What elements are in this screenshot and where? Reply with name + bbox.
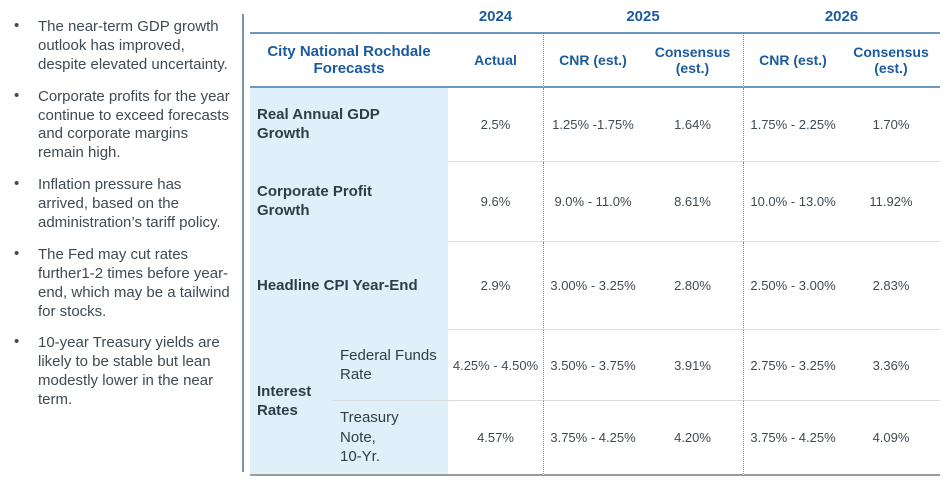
treasury-consensus-2025: 4.20% bbox=[642, 401, 743, 476]
ffr-cnr-2025: 3.50% - 3.75% bbox=[543, 330, 642, 401]
vertical-divider bbox=[242, 14, 244, 472]
row-label-gdp-growth: Real Annual GDP Growth bbox=[250, 88, 448, 162]
profit-consensus-2026: 11.92% bbox=[842, 162, 940, 242]
table-title: City National Rochdale Forecasts bbox=[250, 32, 448, 88]
bullet-treasury-yields: 10-year Treasury yields are likely to be… bbox=[12, 333, 234, 410]
commentary-bullet-list: The near-term GDP growth outlook has imp… bbox=[0, 12, 240, 423]
treasury-cnr-2025: 3.75% - 4.25% bbox=[543, 401, 642, 476]
column-header-consensus-2025: Consensus (est.) bbox=[642, 32, 743, 88]
row-label-headline-cpi: Headline CPI Year-End bbox=[250, 242, 448, 330]
cpi-consensus-2026: 2.83% bbox=[842, 242, 940, 330]
bullet-fed-rate-cuts: The Fed may cut rates further1-2 times b… bbox=[12, 245, 234, 322]
year-header-2025: 2025 bbox=[626, 7, 660, 25]
treasury-cnr-2026: 3.75% - 4.25% bbox=[743, 401, 842, 476]
gdp-consensus-2026: 1.70% bbox=[842, 88, 940, 162]
forecast-table: 2024 2025 2026 City National Rochdale Fo… bbox=[250, 0, 940, 476]
year-header-2026: 2026 bbox=[824, 7, 859, 25]
year-row-spacer bbox=[250, 0, 448, 32]
gdp-cnr-2026: 1.75% - 2.25% bbox=[743, 88, 842, 162]
ffr-consensus-2025: 3.91% bbox=[642, 330, 743, 401]
bullet-inflation-tariff: Inflation pressure has arrived, based on… bbox=[12, 175, 234, 233]
row-label-corporate-profit: Corporate Profit Growth bbox=[250, 162, 448, 242]
gdp-cnr-2025: 1.25% -1.75% bbox=[543, 88, 642, 162]
gdp-consensus-2025: 1.64% bbox=[642, 88, 743, 162]
cpi-actual-2024: 2.9% bbox=[448, 242, 543, 330]
row-label-federal-funds-rate: Federal Funds Rate bbox=[332, 330, 448, 401]
column-header-consensus-2026: Consensus (est.) bbox=[842, 32, 940, 88]
profit-actual-2024: 9.6% bbox=[448, 162, 543, 242]
profit-cnr-2025: 9.0% - 11.0% bbox=[543, 162, 642, 242]
ffr-consensus-2026: 3.36% bbox=[842, 330, 940, 401]
row-label-treasury-note: Treasury Note, 10-Yr. bbox=[332, 401, 448, 476]
column-header-actual: Actual bbox=[448, 32, 543, 88]
year-header-2024: 2024 bbox=[478, 7, 513, 25]
gdp-actual-2024: 2.5% bbox=[448, 88, 543, 162]
bullet-corporate-profits: Corporate profits for the year continue … bbox=[12, 87, 234, 164]
profit-consensus-2025: 8.61% bbox=[642, 162, 743, 242]
treasury-actual-2024: 4.57% bbox=[448, 401, 543, 476]
cpi-cnr-2026: 2.50% - 3.00% bbox=[743, 242, 842, 330]
ffr-cnr-2026: 2.75% - 3.25% bbox=[743, 330, 842, 401]
row-group-label-interest-rates: Interest Rates bbox=[250, 330, 332, 476]
cpi-cnr-2025: 3.00% - 3.25% bbox=[543, 242, 642, 330]
column-header-cnr-2025: CNR (est.) bbox=[543, 32, 642, 88]
treasury-consensus-2026: 4.09% bbox=[842, 401, 940, 476]
column-header-cnr-2026: CNR (est.) bbox=[743, 32, 842, 88]
bullet-gdp-outlook: The near-term GDP growth outlook has imp… bbox=[12, 17, 234, 75]
cpi-consensus-2025: 2.80% bbox=[642, 242, 743, 330]
profit-cnr-2026: 10.0% - 13.0% bbox=[743, 162, 842, 242]
ffr-actual-2024: 4.25% - 4.50% bbox=[448, 330, 543, 401]
